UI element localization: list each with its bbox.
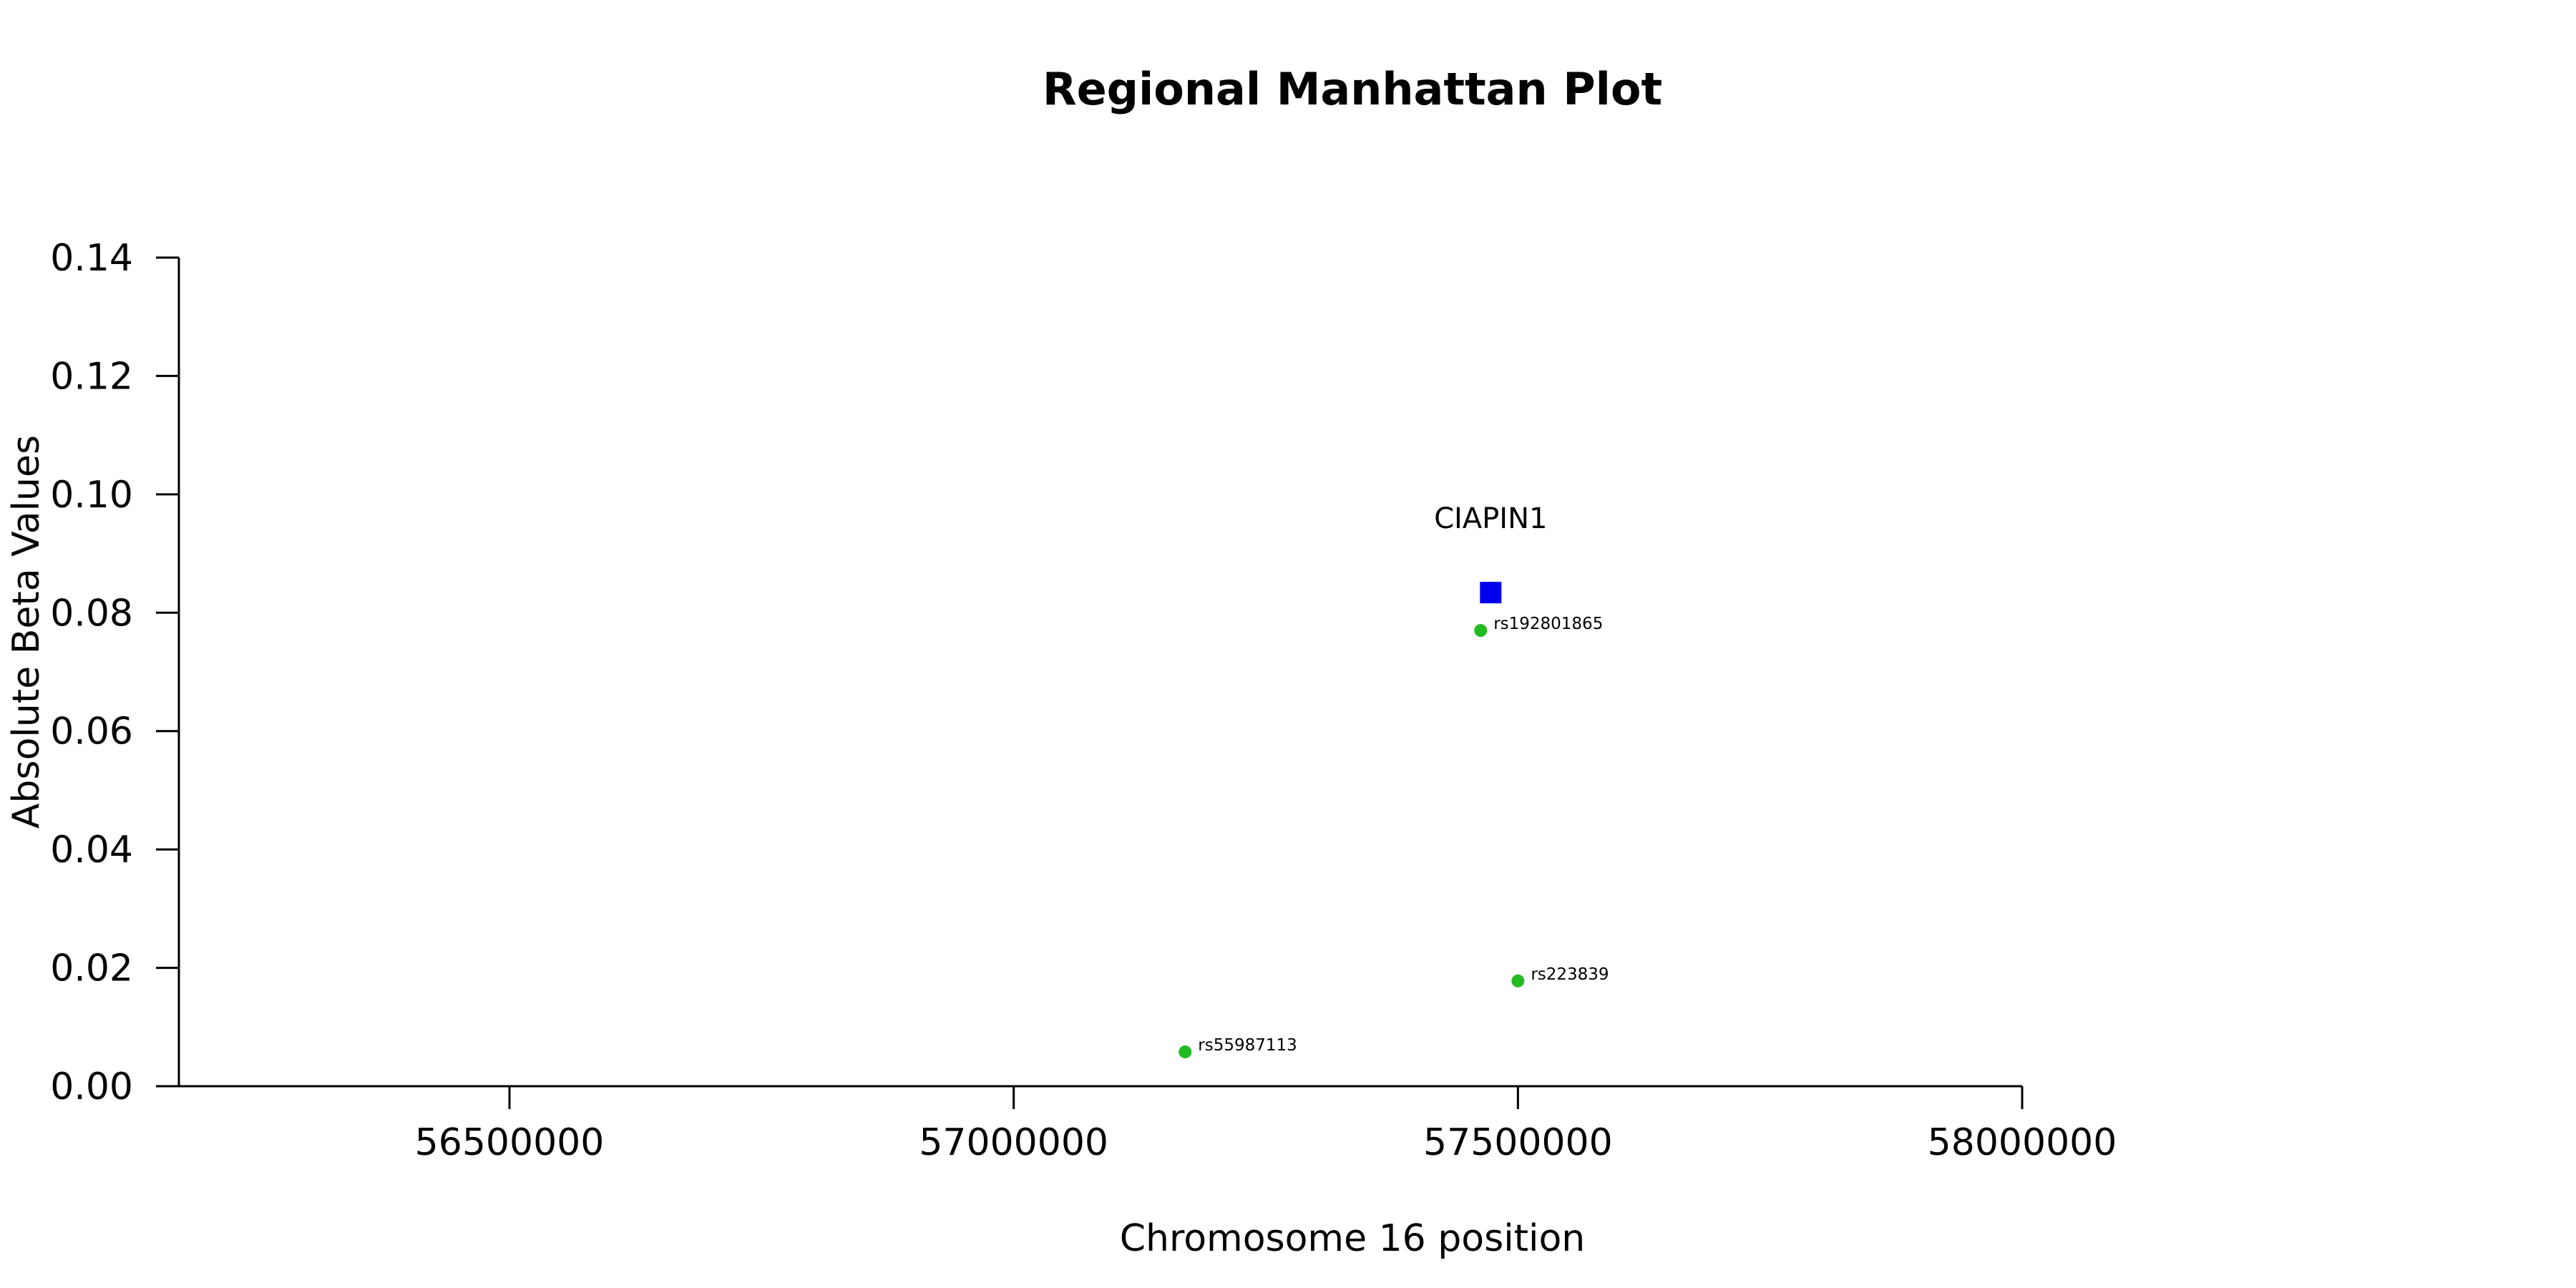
gene-marker (1480, 582, 1502, 604)
x-axis-title: Chromosome 16 position (1120, 1217, 1586, 1260)
y-axis-ticks: 0.00 0.02 0.04 0.06 0.08 0.10 0.12 0.14 (50, 237, 179, 1108)
y-tick-label: 0.14 (50, 237, 133, 280)
snp-point (1179, 1045, 1192, 1059)
y-axis-title: Absolute Beta Values (5, 435, 48, 829)
x-axis-ticks: 56500000 57000000 57500000 58000000 (415, 1086, 2117, 1164)
y-tick-label: 0.06 (50, 711, 133, 753)
snp-label: rs192801865 (1493, 615, 1603, 633)
snp-point (1474, 624, 1488, 638)
chart-title: Regional Manhattan Plot (1043, 63, 1662, 115)
snp-point (1511, 974, 1525, 987)
data-points: rs55987113 rs223839 rs192801865 CIAPIN1 (1179, 502, 1609, 1059)
y-tick-label: 0.04 (50, 829, 133, 872)
snp-label: rs223839 (1531, 965, 1609, 984)
y-tick-label: 0.12 (50, 355, 133, 398)
y-tick-label: 0.00 (50, 1065, 133, 1108)
snp-label: rs55987113 (1198, 1036, 1297, 1055)
x-tick-label: 57000000 (919, 1121, 1108, 1164)
x-tick-label: 56500000 (415, 1121, 605, 1164)
x-tick-label: 57500000 (1423, 1121, 1613, 1164)
gene-label: CIAPIN1 (1434, 502, 1547, 535)
x-tick-label: 58000000 (1928, 1121, 2117, 1164)
y-tick-label: 0.02 (50, 947, 133, 990)
y-tick-label: 0.08 (50, 592, 133, 635)
y-tick-label: 0.10 (50, 474, 133, 517)
